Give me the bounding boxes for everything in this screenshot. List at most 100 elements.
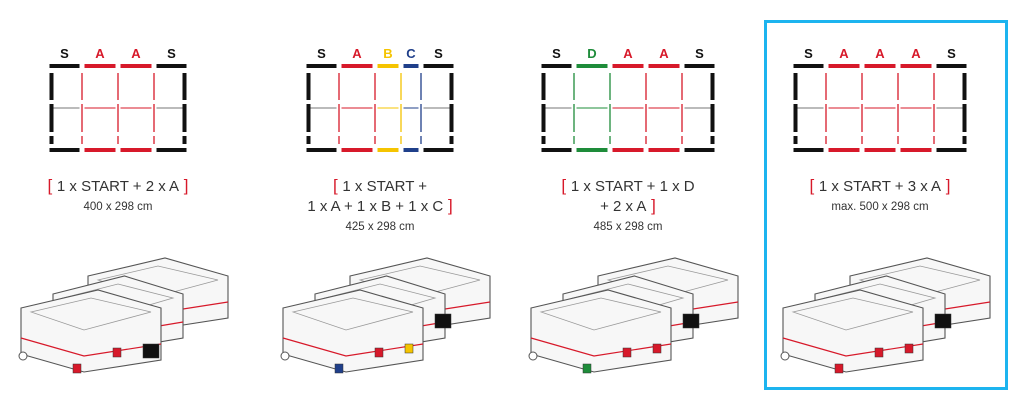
case-red-stripe xyxy=(20,337,162,357)
configuration-formula: [ 1 x START + 2 x A ] 400 x 298 cm xyxy=(0,176,243,217)
case-color-marker xyxy=(904,343,914,354)
configuration-formula: [ 1 x START + 1 x D + 2 x A ] 485 x 298 cm xyxy=(503,176,753,237)
dimensions-label: 425 x 298 cm xyxy=(345,221,415,233)
case-lid-detail xyxy=(791,297,914,331)
segment-top-bar xyxy=(84,64,116,68)
segment-label: A xyxy=(839,46,849,61)
flight-case xyxy=(530,289,672,373)
bracket-open: [ xyxy=(561,176,571,195)
segment-label: S xyxy=(552,46,561,61)
formula-line: 1 x A + 1 x B + 1 x C xyxy=(307,198,444,215)
segment-top-bar xyxy=(793,64,824,68)
segment-label: D xyxy=(587,46,596,61)
configuration-formula: [ 1 x START + 3 x A ] max. 500 x 298 cm xyxy=(755,176,1005,217)
segment-label: S xyxy=(695,46,704,61)
formula-line: 1 x START + 1 x D xyxy=(570,178,695,195)
segment-top-bar xyxy=(541,64,572,68)
selected-configuration-highlight xyxy=(764,20,1008,390)
segment-label: S xyxy=(434,46,443,61)
segment-label: A xyxy=(352,46,362,61)
segment-top-bar xyxy=(156,64,187,68)
dimensions-label: max. 500 x 298 cm xyxy=(831,201,929,213)
case-color-marker xyxy=(652,343,662,354)
segment-label: A xyxy=(875,46,885,61)
segment-bottom-bar xyxy=(423,148,454,152)
transport-cases-illustration xyxy=(780,257,991,374)
segment-top-bar xyxy=(403,64,419,68)
segment-top-bar xyxy=(936,64,967,68)
case-red-stripe xyxy=(530,337,672,357)
case-color-marker xyxy=(404,343,414,354)
case-wheel xyxy=(528,351,538,361)
segment-label: A xyxy=(95,46,105,61)
segment-bottom-bar xyxy=(341,148,373,152)
segment-label: B xyxy=(383,46,392,61)
segment-label: A xyxy=(911,46,921,61)
configuration-1: S A A S [ 1 x START + 2 x A ] 400 x 298 cm xyxy=(0,0,243,408)
segment-bottom-bar xyxy=(541,148,572,152)
flight-case xyxy=(20,289,162,373)
segment-top-bar xyxy=(423,64,454,68)
segment-bottom-bar xyxy=(828,148,860,152)
segment-top-bar xyxy=(684,64,715,68)
segment-top-bar xyxy=(828,64,860,68)
segment-label: S xyxy=(804,46,813,61)
case-color-marker xyxy=(334,363,344,374)
segment-top-bar xyxy=(648,64,680,68)
segment-label: S xyxy=(60,46,69,61)
case-color-marker xyxy=(834,363,844,374)
case-red-stripe xyxy=(782,337,924,357)
segment-label: A xyxy=(623,46,633,61)
configuration-4: S A A A S [ 1 x START + 3 x A ] max. 500 x 298… xyxy=(755,0,1005,408)
segment-top-bar xyxy=(341,64,373,68)
transport-cases-illustration xyxy=(18,257,229,374)
formula-line: + 2 x A xyxy=(600,198,647,215)
segment-bottom-bar xyxy=(156,148,187,152)
segment-bottom-bar xyxy=(864,148,896,152)
segment-label: A xyxy=(131,46,141,61)
case-color-marker xyxy=(622,347,632,358)
case-color-marker xyxy=(72,363,82,374)
segment-bottom-bar xyxy=(793,148,824,152)
segment-label: S xyxy=(167,46,176,61)
segment-bottom-bar xyxy=(612,148,644,152)
flight-case xyxy=(282,289,424,373)
segment-label: A xyxy=(659,46,669,61)
case-lid-detail xyxy=(539,297,662,331)
segment-bottom-bar xyxy=(120,148,152,152)
segment-label: C xyxy=(406,46,416,61)
case-color-marker xyxy=(434,313,452,329)
case-lid-detail xyxy=(291,297,414,331)
case-color-marker xyxy=(374,347,384,358)
segment-top-bar xyxy=(120,64,152,68)
segment-top-bar xyxy=(306,64,337,68)
case-color-marker xyxy=(874,347,884,358)
bracket-open: [ xyxy=(47,176,57,195)
segment-top-bar xyxy=(377,64,399,68)
bracket-close: ] xyxy=(179,176,189,195)
segment-top-bar xyxy=(612,64,644,68)
case-color-marker xyxy=(582,363,592,374)
dimensions-label: 400 x 298 cm xyxy=(83,201,153,213)
segment-label: S xyxy=(947,46,956,61)
segment-bottom-bar xyxy=(306,148,337,152)
segment-top-bar xyxy=(900,64,932,68)
case-wheel xyxy=(280,351,290,361)
case-color-marker xyxy=(934,313,952,329)
case-color-marker xyxy=(682,313,700,329)
segment-bottom-bar xyxy=(576,148,608,152)
segment-top-bar xyxy=(49,64,80,68)
bracket-close: ] xyxy=(443,196,453,215)
case-wheel xyxy=(780,351,790,361)
segment-bottom-bar xyxy=(377,148,399,152)
bracket-open: [ xyxy=(809,176,819,195)
configuration-3: S D A A S [ 1 x START + 1 x D + 2 x A ] 485 x 2… xyxy=(503,0,753,408)
segment-bottom-bar xyxy=(648,148,680,152)
segment-top-bar xyxy=(864,64,896,68)
transport-cases-illustration xyxy=(280,257,491,374)
segment-bottom-bar xyxy=(900,148,932,152)
bracket-open: [ xyxy=(332,176,343,195)
